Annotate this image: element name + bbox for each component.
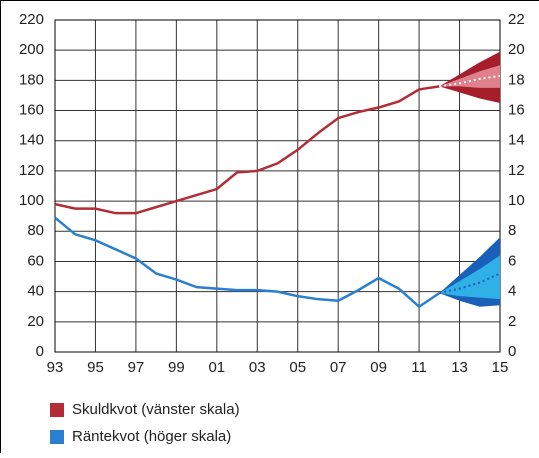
x-tick-label: 15	[492, 359, 509, 376]
y2-tick-label: 4	[508, 283, 516, 300]
y2-tick-label: 14	[508, 132, 525, 149]
y-tick-label: 0	[36, 343, 44, 360]
y-tick-label: 200	[19, 41, 44, 58]
y2-tick-label: 2	[508, 313, 516, 330]
forecast-band	[439, 255, 500, 299]
series-line	[55, 86, 439, 213]
y-tick-label: 60	[27, 252, 44, 269]
x-tick-label: 97	[128, 359, 145, 376]
y2-tick-label: 0	[508, 343, 516, 360]
x-tick-label: 13	[451, 359, 468, 376]
y2-tick-label: 16	[508, 102, 525, 119]
legend-label: Räntekvot (höger skala)	[72, 428, 231, 445]
x-tick-label: 99	[168, 359, 185, 376]
y-tick-label: 220	[19, 11, 44, 28]
y2-tick-label: 6	[508, 252, 516, 269]
legend-swatch	[50, 403, 64, 417]
y2-tick-label: 10	[508, 192, 525, 209]
y-tick-label: 180	[19, 71, 44, 88]
x-tick-label: 95	[87, 359, 104, 376]
y-tick-label: 20	[27, 313, 44, 330]
x-tick-label: 11	[411, 359, 427, 376]
y-tick-label: 100	[19, 192, 44, 209]
legend-label: Skuldkvot (vänster skala)	[72, 401, 240, 418]
x-tick-label: 05	[289, 359, 306, 376]
y2-tick-label: 8	[508, 222, 516, 239]
y2-tick-label: 12	[508, 162, 525, 179]
legend-swatch	[50, 430, 64, 444]
y2-tick-label: 18	[508, 71, 525, 88]
y2-tick-label: 20	[508, 41, 525, 58]
y-tick-label: 120	[19, 162, 44, 179]
plot-border	[55, 20, 500, 352]
y-tick-label: 40	[27, 283, 44, 300]
y-tick-label: 140	[19, 132, 44, 149]
x-tick-label: 09	[370, 359, 387, 376]
x-tick-label: 93	[47, 359, 64, 376]
y-tick-label: 80	[27, 222, 44, 239]
x-tick-label: 03	[249, 359, 266, 376]
x-tick-label: 07	[330, 359, 347, 376]
y-tick-label: 160	[19, 102, 44, 119]
y2-tick-label: 22	[508, 11, 525, 28]
x-tick-label: 01	[208, 359, 225, 376]
